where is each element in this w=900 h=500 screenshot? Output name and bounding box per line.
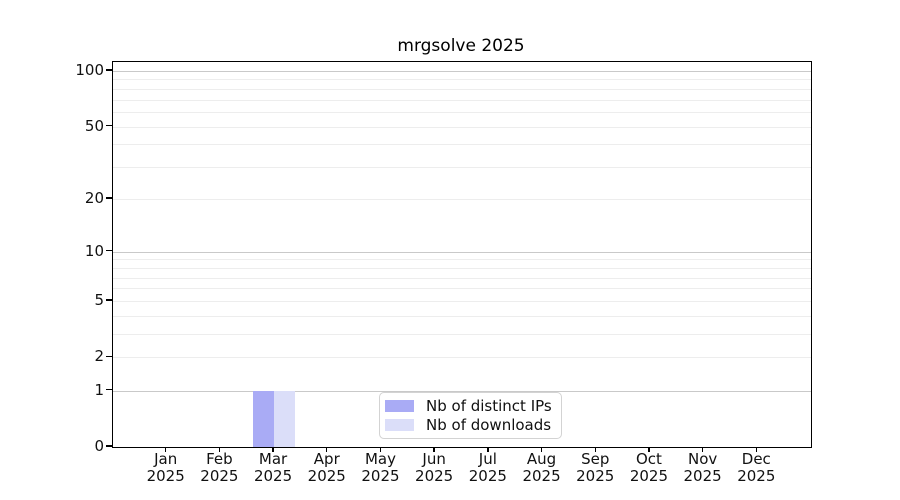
minor-gridline [113, 198, 811, 200]
x-tick-label-month: Jan [154, 450, 178, 468]
y-tick-mark [106, 124, 112, 127]
x-tick-label-month: Mar [258, 450, 288, 468]
legend-swatch [385, 419, 414, 431]
x-tick-mark [755, 447, 757, 452]
x-tick-label-month: Jul [478, 450, 497, 468]
x-tick-label-year: 2025 [522, 467, 561, 485]
x-tick-label: Feb 2025 [187, 451, 251, 485]
x-tick-label-month: Aug [526, 450, 557, 468]
x-tick-mark [433, 447, 435, 452]
minor-gridline [113, 288, 811, 290]
x-tick-label: Jan 2025 [134, 451, 198, 485]
x-tick-mark [218, 447, 221, 452]
plot-area: Nb of distinct IPs Nb of downloads [112, 61, 812, 448]
minor-gridline [113, 88, 811, 90]
x-tick-mark [164, 447, 167, 452]
legend: Nb of distinct IPs Nb of downloads [379, 392, 562, 439]
y-tick-label: 2 [94, 347, 104, 366]
x-tick-label-year: 2025 [468, 467, 507, 485]
y-tick-label: 10 [84, 241, 104, 260]
y-tick-label: 5 [94, 291, 104, 310]
x-tick-label-year: 2025 [307, 467, 346, 485]
x-tick-label-year: 2025 [576, 467, 615, 485]
x-tick-label-month: Jun [422, 450, 446, 468]
legend-item: Nb of distinct IPs [385, 398, 552, 414]
minor-gridline [113, 144, 811, 146]
bar-distinct-ips [253, 390, 275, 447]
y-tick-mark [106, 355, 112, 358]
major-gridline [113, 251, 811, 253]
minor-gridline [113, 334, 811, 336]
x-tick-label-year: 2025 [253, 467, 293, 485]
x-tick-label-month: May [364, 450, 396, 468]
x-tick-mark [326, 447, 328, 452]
minor-gridline [113, 126, 811, 128]
y-tick-label: 100 [75, 61, 104, 79]
x-tick-label: Dec 2025 [724, 451, 788, 485]
x-tick-mark [701, 447, 704, 452]
x-tick-label: Jul 2025 [456, 451, 520, 485]
x-tick-label: May 2025 [348, 451, 412, 485]
major-gridline [113, 390, 811, 392]
minor-gridline [113, 259, 811, 261]
minor-gridline [113, 79, 811, 81]
x-tick-mark [540, 447, 543, 452]
x-tick-label-month: Nov [687, 450, 718, 468]
y-tick-mark [106, 69, 112, 71]
x-tick-mark [594, 447, 596, 452]
y-tick-label: 20 [84, 188, 104, 207]
x-tick-mark [272, 447, 274, 452]
x-tick-label-month: Oct [635, 450, 662, 468]
bar-downloads [274, 390, 295, 447]
legend-label: Nb of downloads [426, 416, 552, 434]
x-tick-label: Apr 2025 [295, 451, 359, 485]
x-tick-label-year: 2025 [361, 467, 400, 485]
x-tick-label: Nov 2025 [671, 451, 735, 485]
x-tick-label-year: 2025 [737, 467, 776, 485]
major-gridline [113, 71, 811, 72]
legend-label: Nb of distinct IPs [426, 397, 552, 415]
minor-gridline [113, 357, 811, 359]
x-tick-label-month: Apr [313, 450, 340, 468]
minor-gridline [113, 167, 811, 169]
x-tick-label-year: 2025 [629, 467, 669, 485]
y-tick-mark [106, 388, 112, 391]
y-tick-label: 50 [84, 116, 104, 135]
x-tick-label-year: 2025 [146, 467, 185, 485]
y-tick-mark [106, 249, 112, 252]
x-tick-label-month: Dec [741, 450, 771, 468]
x-tick-mark [487, 447, 489, 452]
x-tick-label-year: 2025 [200, 467, 239, 485]
chart-title: mrgsolve 2025 [397, 36, 525, 56]
x-tick-label: Aug 2025 [510, 451, 574, 485]
minor-gridline [113, 277, 811, 279]
y-tick-mark [106, 299, 112, 301]
x-tick-label-month: Sep [581, 450, 610, 468]
y-tick-label: 0 [94, 437, 104, 455]
y-tick-mark [106, 445, 112, 447]
x-tick-mark [379, 447, 382, 452]
minor-gridline [113, 267, 811, 269]
x-tick-label: Oct 2025 [617, 451, 681, 485]
x-tick-label-month: Feb [206, 450, 233, 468]
minor-gridline [113, 99, 811, 101]
minor-gridline [113, 301, 811, 303]
y-tick-label: 1 [94, 380, 104, 399]
legend-item: Nb of downloads [385, 417, 552, 433]
x-tick-label: Mar 2025 [241, 451, 305, 485]
x-tick-label-year: 2025 [415, 467, 454, 485]
minor-gridline [113, 315, 811, 317]
legend-swatch [385, 400, 414, 412]
x-tick-label: Sep 2025 [563, 451, 627, 485]
x-tick-label: Jun 2025 [402, 451, 466, 485]
x-tick-label-year: 2025 [683, 467, 722, 485]
y-tick-mark [106, 197, 112, 199]
x-tick-mark [648, 447, 650, 452]
minor-gridline [113, 112, 811, 114]
